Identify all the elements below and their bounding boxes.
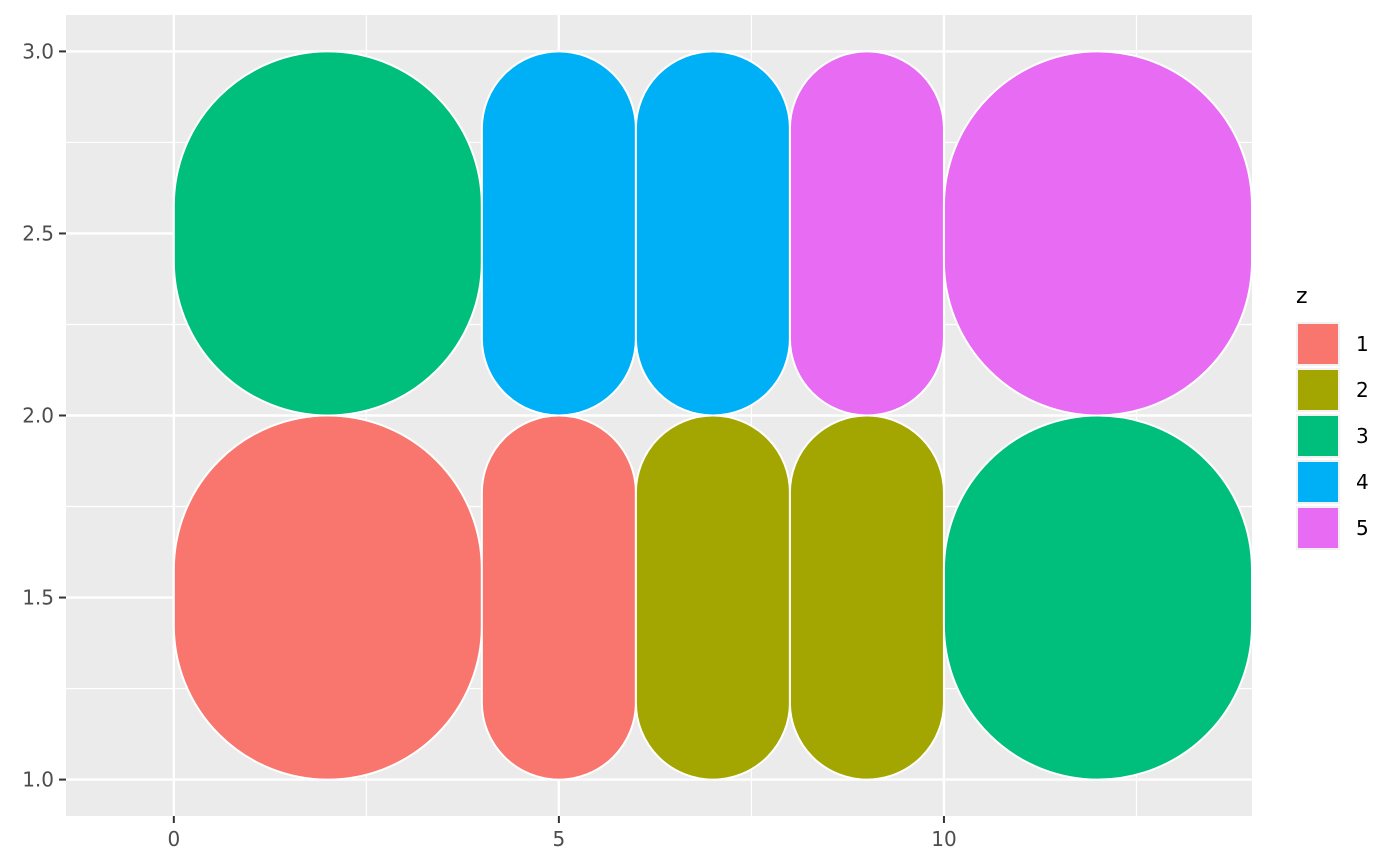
y-tick-label: 3.0: [22, 39, 54, 63]
tile-z2: [634, 414, 791, 781]
legend-key-swatch: [1298, 324, 1338, 364]
x-tick-label: 5: [553, 827, 566, 851]
tile-z4: [480, 50, 637, 417]
x-axis: 0 5 10: [167, 816, 957, 851]
y-axis: 1.0 1.5 2.0 2.5 3.0: [22, 39, 66, 792]
tile-z4: [634, 50, 791, 417]
legend-label: 2: [1356, 378, 1369, 402]
y-tick-label: 2.0: [22, 404, 54, 428]
x-tick-label: 0: [167, 827, 180, 851]
legend-label: 4: [1356, 470, 1369, 494]
legend-key-swatch: [1298, 508, 1338, 548]
tile-z2: [788, 414, 945, 781]
y-tick-label: 2.5: [22, 221, 54, 245]
legend-label: 3: [1356, 424, 1369, 448]
tile-z5: [942, 50, 1253, 417]
legend-label: 5: [1356, 516, 1369, 540]
tile-z3: [942, 414, 1253, 781]
legend-entries: 1 2 3 4 5: [1296, 322, 1369, 550]
tile-z5: [788, 50, 945, 417]
y-tick-label: 1.5: [22, 586, 54, 610]
tile-z1: [172, 414, 483, 781]
tile-z1: [480, 414, 637, 781]
legend-key-swatch: [1298, 370, 1338, 410]
legend-title: z: [1296, 284, 1308, 309]
legend-key-swatch: [1298, 416, 1338, 456]
x-tick-label: 10: [931, 827, 956, 851]
legend-label: 1: [1356, 332, 1369, 356]
tile-z3: [172, 50, 483, 417]
tiles: [172, 50, 1253, 781]
legend: z 1 2 3 4 5: [1296, 284, 1369, 550]
legend-key-swatch: [1298, 462, 1338, 502]
y-tick-label: 1.0: [22, 768, 54, 792]
